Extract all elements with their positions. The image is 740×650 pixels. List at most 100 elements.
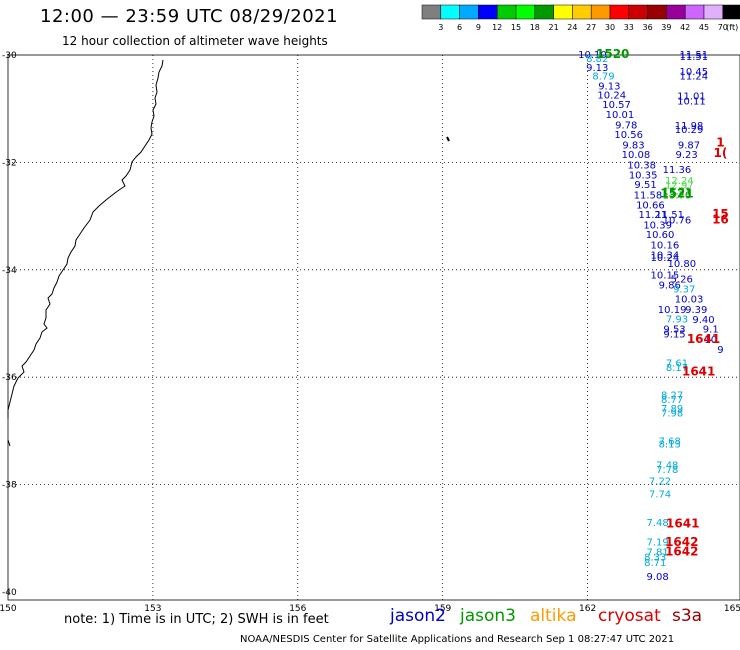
wave-height-value: 9.08 — [647, 572, 669, 583]
wave-height-value: 9.13 — [586, 63, 608, 74]
colorbar-swatch — [628, 4, 648, 20]
wave-height-value: 13.21 — [663, 187, 692, 198]
wave-height-value: 10.11 — [677, 96, 706, 107]
wave-height-value: 10.45 — [680, 67, 709, 78]
colorbar-label: 27 — [586, 23, 596, 32]
satellite-pass-label: 15 — [712, 207, 729, 221]
wave-height-value: 7.68 — [659, 436, 681, 447]
colorbar-label: 30 — [605, 23, 615, 32]
wave-height-value: 10.39 — [643, 220, 672, 231]
wave-height-value: 10.10 — [578, 50, 607, 61]
wave-height-value: 7.89 — [661, 404, 683, 415]
wave-height-value: 9.23 — [675, 150, 697, 161]
satellite-pass-label: 1641 — [682, 365, 715, 379]
wave-height-value: 10.66 — [636, 201, 665, 212]
wave-height-value: 10.24 — [651, 253, 680, 264]
lat-tick-label: -32 — [2, 158, 17, 168]
colorbar-swatch — [421, 4, 442, 20]
wave-height-value: 7.19 — [647, 537, 669, 548]
colorbar-label: 15 — [511, 23, 521, 32]
lon-tick-label: 162 — [579, 604, 596, 614]
wave-height-value: 7.74 — [649, 489, 671, 500]
satellite-pass-label: 1641 — [687, 332, 720, 346]
page-title: 12:00 — 23:59 UTC 08/29/2021 — [40, 6, 339, 27]
colorbar-label: 42 — [680, 23, 690, 32]
colorbar-swatch — [590, 4, 611, 20]
colorbar-swatch — [647, 4, 667, 20]
legend-cryosat: cryosat — [598, 606, 661, 626]
wave-height-value: 10.01 — [606, 110, 635, 121]
satellite-pass-label: 1521 — [660, 186, 693, 200]
colorbar-label: 12 — [492, 23, 502, 32]
wave-height-value: 10.56 — [614, 130, 643, 141]
lat-tick-label: -40 — [2, 588, 17, 598]
wave-height-value: 8.27 — [661, 391, 683, 402]
wave-height-value: 8.33 — [644, 552, 666, 563]
colorbar-swatch — [684, 4, 705, 20]
map-frame — [7, 54, 740, 601]
wave-height-value: 13.70 — [663, 190, 692, 201]
colorbar-label: 9 — [476, 23, 481, 32]
wave-height-value: 9.83 — [622, 140, 644, 151]
colorbar-label: 39 — [661, 23, 671, 32]
wave-height-value: 9.37 — [673, 284, 695, 295]
wave-height-value: 9.53 — [663, 325, 685, 336]
colorbar-label: 6 — [457, 23, 462, 32]
wave-height-value: 10.15 — [651, 270, 680, 281]
colorbar-label: 33 — [624, 23, 634, 32]
satellite-pass-label: 16 — [712, 213, 729, 227]
colorbar-swatch — [440, 4, 460, 20]
wave-height-value: 9.40 — [692, 315, 714, 326]
wave-height-value: 10.19 — [658, 305, 687, 316]
colorbar-swatch — [496, 4, 517, 20]
wave-height-value: 10.80 — [667, 259, 696, 270]
footer-credit: NOAA/NESDIS Center for Satellite Applica… — [240, 634, 675, 645]
colorbar-label: 36 — [643, 23, 653, 32]
lat-tick-label: -36 — [2, 373, 17, 383]
colorbar-label: 3 — [438, 23, 443, 32]
wave-height-value: 8.79 — [592, 72, 614, 83]
colorbar-label: 70 — [718, 23, 728, 32]
colorbar-swatch — [515, 4, 536, 20]
wave-height-value: 10.24 — [597, 90, 626, 101]
legend-altika: altika — [530, 606, 577, 626]
page-subtitle: 12 hour collection of altimeter wave hei… — [62, 34, 328, 48]
wave-height-value: 9 — [717, 345, 723, 356]
colorbar-swatch — [478, 4, 498, 20]
coastline — [7, 59, 164, 418]
coast-fragment — [7, 439, 11, 447]
colorbar-swatch — [572, 4, 592, 20]
grid-lines — [7, 54, 740, 601]
wave-height-value: 10.60 — [646, 230, 675, 241]
satellite-pass-label: 1642 — [665, 544, 698, 558]
wave-height-value: 9.78 — [615, 121, 637, 132]
wave-height-value: 9.15 — [663, 329, 685, 340]
satellite-pass-label: 1520 — [596, 47, 629, 61]
wave-height-value: 12.24 — [665, 176, 694, 187]
wave-height-value: 11.01 — [677, 92, 706, 103]
lat-tick-label: -38 — [2, 481, 17, 491]
wave-height-value: 7.81 — [647, 547, 669, 558]
satellite-pass-label: 1( — [714, 146, 728, 160]
lon-tick-label: 165 — [724, 604, 740, 614]
island-mark — [446, 136, 450, 142]
satellite-pass-label: 1641 — [666, 517, 699, 531]
colorbar-swatch — [553, 4, 573, 20]
wave-height-value: 11.51 — [680, 52, 709, 63]
lon-tick-label: 159 — [434, 604, 451, 614]
satellite-pass-label: 1642 — [665, 535, 698, 549]
wave-height-value: 11.51 — [655, 210, 684, 221]
colorbar-swatch — [459, 4, 479, 20]
wave-height-value: 7.22 — [649, 477, 671, 488]
wave-height-value: 10.03 — [675, 295, 704, 306]
wave-height-value: 10.76 — [663, 216, 692, 227]
wave-height-value: 10.35 — [629, 171, 658, 182]
wave-height-value: 11.51 — [680, 50, 709, 61]
colorbar-label: 18 — [530, 23, 540, 32]
colorbar-label: 24 — [567, 23, 577, 32]
observation-labels: 10.108.829.138.799.1310.2410.5710.019.78… — [578, 50, 724, 583]
colorbar: 3 6 9 12 15 18 21 24 27 30 33 36 39 42 45 70(ft) — [421, 4, 740, 32]
